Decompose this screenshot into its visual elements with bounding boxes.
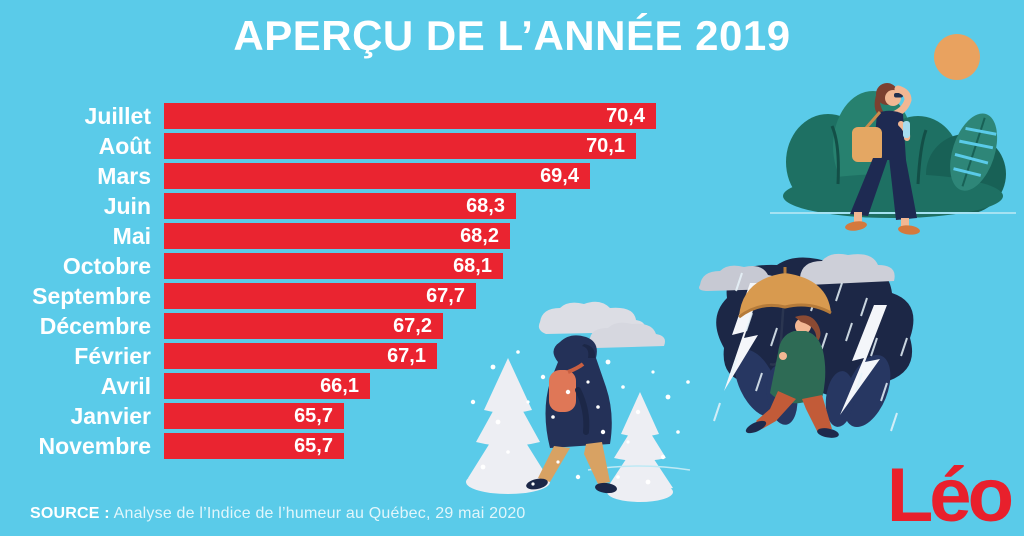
plants: [783, 91, 1006, 218]
month-label: Juin: [103, 192, 151, 219]
chart-row: Novembre 65,7: [30, 431, 656, 461]
rain-streaks: [713, 272, 908, 432]
source-text: Analyse de l’Indice de l’humeur au Québe…: [113, 505, 526, 522]
bar: 68,2: [164, 223, 510, 249]
bar-value: 67,7: [426, 285, 465, 307]
chart-rows: Juillet 70,4 Août 70,1 Mars 69,4 Juin 68…: [30, 101, 656, 461]
bar: 70,4: [164, 103, 656, 129]
bar-value: 69,4: [540, 165, 579, 187]
bar: 65,7: [164, 403, 344, 429]
source-label: SOURCE :: [30, 505, 110, 522]
month-label: Janvier: [70, 402, 151, 429]
month-label: Mai: [112, 222, 151, 249]
page-title: APERÇU DE L’ANNÉE 2019: [233, 12, 791, 59]
chart-row: Décembre 67,2: [30, 311, 656, 341]
source-note: SOURCE : Analyse de l’Indice de l’humeur…: [30, 505, 526, 523]
bar: 68,1: [164, 253, 503, 279]
chart-row: Octobre 68,1: [30, 251, 656, 281]
bar: 67,7: [164, 283, 476, 309]
bar-chart: Juillet 70,4 Août 70,1 Mars 69,4 Juin 68…: [30, 101, 656, 461]
tote-bag: [852, 127, 882, 162]
bar-value: 68,2: [460, 225, 499, 247]
bar: 66,1: [164, 373, 370, 399]
month-label: Avril: [100, 372, 151, 399]
bar: 68,3: [164, 193, 516, 219]
lightning-icon: [724, 283, 887, 415]
bar-value: 68,1: [453, 255, 492, 277]
rain-cloud-left: [699, 265, 779, 291]
bar-value: 67,2: [393, 315, 432, 337]
bar: 70,1: [164, 133, 636, 159]
chart-row: Août 70,1: [30, 131, 656, 161]
bar-value: 67,1: [387, 345, 426, 367]
summer-person: [845, 83, 920, 235]
chart-row: Février 67,1: [30, 341, 656, 371]
chart-row: Juin 68,3: [30, 191, 656, 221]
bar: 67,1: [164, 343, 437, 369]
month-label: Septembre: [32, 282, 151, 309]
umbrella-icon: [739, 273, 831, 317]
storm-cloud: [716, 257, 914, 401]
month-label: Novembre: [38, 432, 151, 459]
month-label: Août: [98, 132, 151, 159]
bar-value: 65,7: [294, 405, 333, 427]
chart-row: Janvier 65,7: [30, 401, 656, 431]
rain-scene: [699, 253, 914, 438]
month-label: Décembre: [39, 312, 151, 339]
bar: 69,4: [164, 163, 590, 189]
sunglasses-icon: [894, 93, 903, 98]
chart-row: Mai 68,2: [30, 221, 656, 251]
bar-value: 65,7: [294, 435, 333, 457]
chart-row: Juillet 70,4: [30, 101, 656, 131]
bar-value: 70,1: [586, 135, 625, 157]
bar-value: 68,3: [466, 195, 505, 217]
summer-scene: [770, 34, 1016, 235]
monstera-leaf: [950, 113, 998, 191]
rain-person: [738, 267, 839, 438]
bar: 67,2: [164, 313, 443, 339]
chart-row: Septembre 67,7: [30, 281, 656, 311]
month-label: Octobre: [62, 252, 151, 279]
bar: 65,7: [164, 433, 344, 459]
bar-value: 70,4: [606, 105, 645, 127]
leo-logo: Léo: [886, 453, 1014, 536]
rain-cloud-right: [799, 253, 895, 285]
month-label: Mars: [97, 162, 151, 189]
chart-row: Avril 66,1: [30, 371, 656, 401]
month-label: Février: [74, 342, 151, 369]
month-label: Juillet: [84, 102, 151, 129]
snow-path-line: [587, 465, 691, 471]
chart-row: Mars 69,4: [30, 161, 656, 191]
bar-value: 66,1: [320, 375, 359, 397]
monstera-silhouettes: [734, 349, 891, 428]
